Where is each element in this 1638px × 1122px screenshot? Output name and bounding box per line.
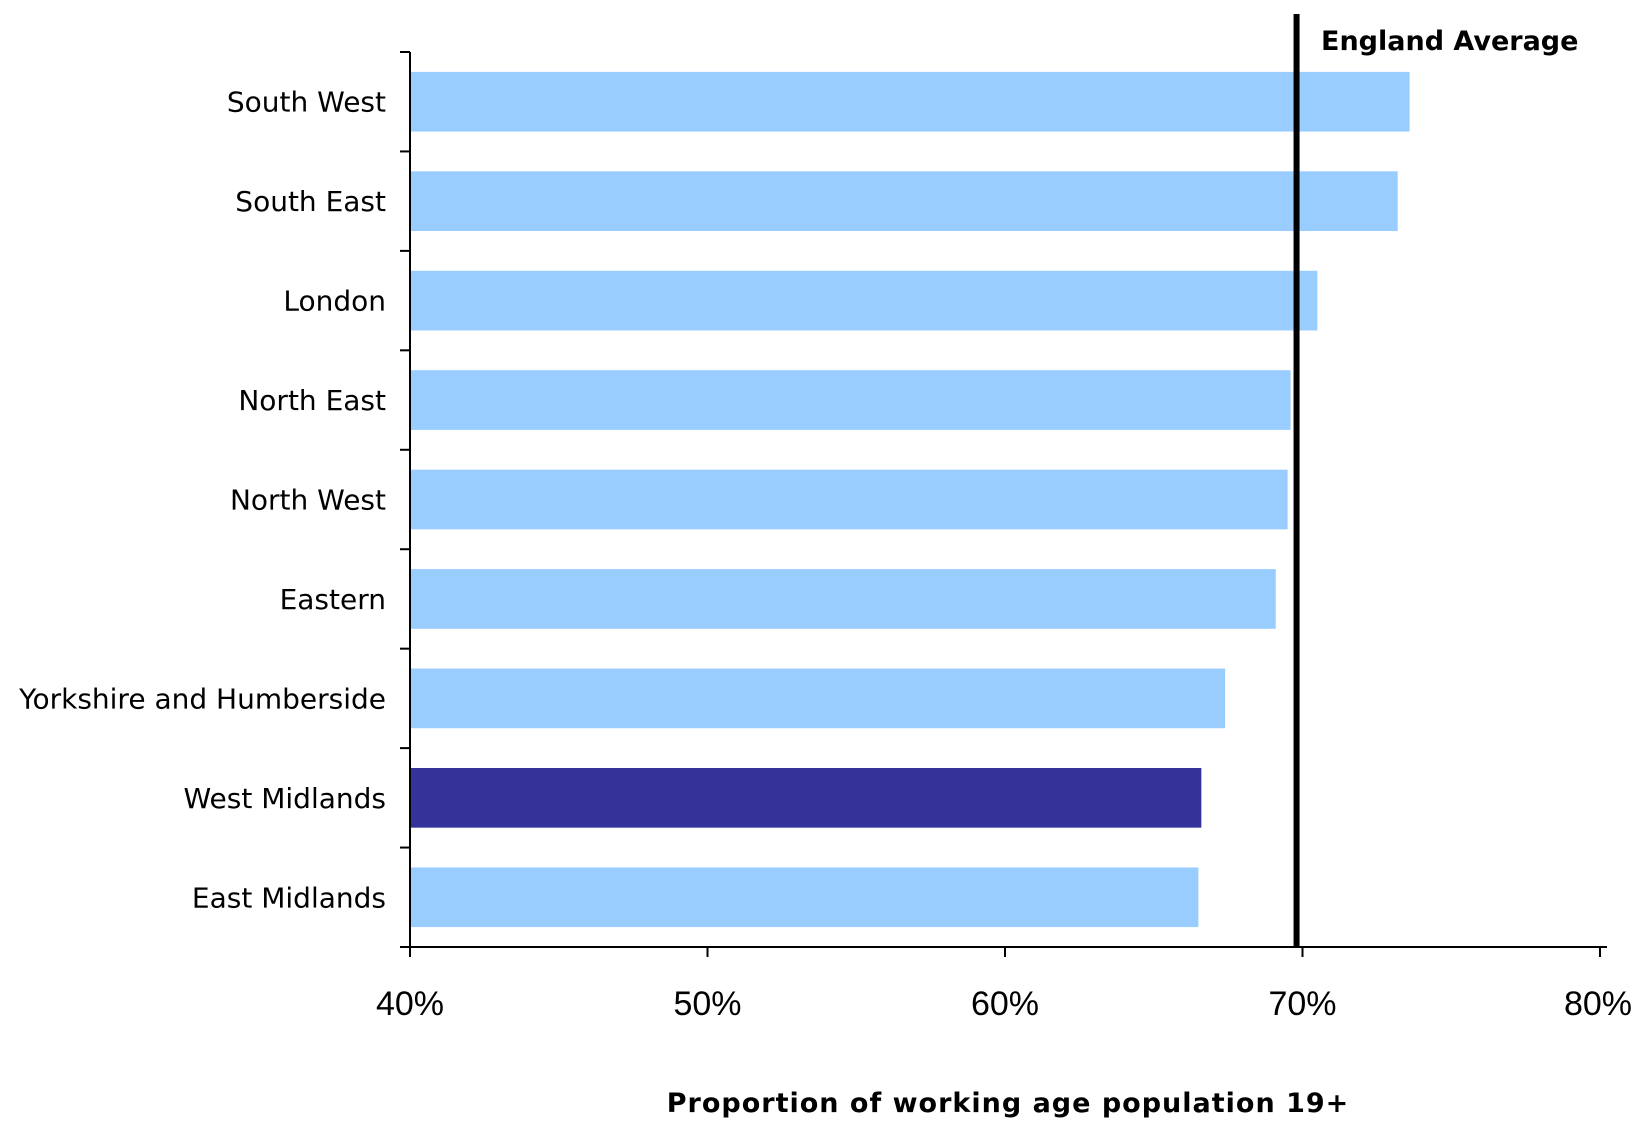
category-label-london: London xyxy=(283,285,386,318)
bar-east-midlands xyxy=(410,867,1199,928)
category-label-south-east: South East xyxy=(235,185,386,218)
axes-group xyxy=(400,51,1607,957)
bar-north-west xyxy=(410,469,1288,530)
x-axis-title: Proportion of working age population 19+ xyxy=(667,1088,1350,1119)
bar-north-east xyxy=(410,370,1291,430)
category-label-south-west: South West xyxy=(227,86,386,119)
category-label-east-midlands: East Midlands xyxy=(192,881,386,914)
bar-london xyxy=(410,270,1318,331)
category-labels: South West South East London North East Nort… xyxy=(18,86,386,915)
england-average-label: England Average xyxy=(1321,26,1578,57)
x-tick-label: 60% xyxy=(971,985,1039,1023)
bar-eastern xyxy=(410,569,1276,629)
x-tick-label: 50% xyxy=(673,985,741,1023)
bar-yorkshire-and-humberside xyxy=(410,668,1226,729)
category-label-eastern: Eastern xyxy=(280,583,386,616)
category-label-yorkshire-and-humberside: Yorkshire and Humberside xyxy=(18,682,386,715)
bar-south-west xyxy=(410,71,1410,132)
category-label-north-east: North East xyxy=(238,384,386,417)
bar-south-east xyxy=(410,171,1398,231)
category-label-west-midlands: West Midlands xyxy=(184,782,387,815)
x-tick-label: 80% xyxy=(1564,985,1632,1023)
x-tick-label: 70% xyxy=(1268,985,1336,1023)
category-label-north-west: North West xyxy=(230,484,386,517)
bars-group xyxy=(410,71,1410,928)
x-tick-label: 40% xyxy=(376,985,444,1023)
x-tick-labels: 40% 50% 60% 70% 80% xyxy=(376,985,1632,1023)
bar-west-midlands xyxy=(410,768,1202,828)
